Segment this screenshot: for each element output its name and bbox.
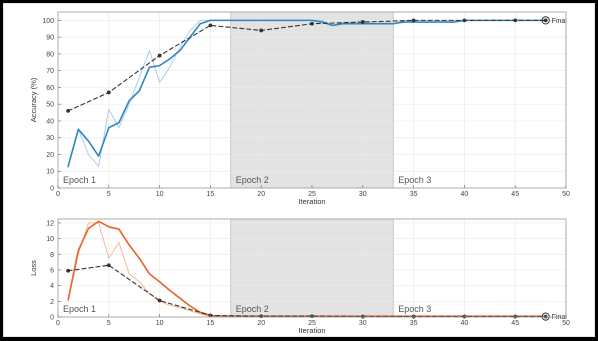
accuracy-epoch-label-3: Epoch 3: [398, 175, 431, 185]
loss-x-tick-label-7: 35: [410, 320, 418, 327]
loss-y-tick-label-0: 0: [50, 315, 54, 322]
accuracy-validation-point-6: [310, 21, 314, 26]
accuracy-plot: Final Epoch 1 Epoch 2 Epoch 3 0 5 10 15 20 25 30 35…: [29, 11, 570, 206]
accuracy-x-tick-label-6: 30: [359, 191, 367, 198]
loss-x-tick-label-3: 15: [207, 320, 215, 327]
accuracy-y-tick-label-3: 30: [46, 135, 54, 142]
loss-y-tick-label-3: 6: [50, 267, 54, 274]
accuracy-x-tick-label-1: 5: [107, 191, 111, 198]
accuracy-y-tick-label-10: 100: [42, 18, 54, 25]
accuracy-y-tick-label-9: 90: [46, 35, 54, 42]
loss-x-tick-label-5: 25: [308, 320, 316, 327]
loss-validation-point-1: [66, 268, 71, 273]
accuracy-x-axis-label: Iteration: [298, 197, 325, 206]
accuracy-y-tick-label-4: 40: [46, 118, 54, 125]
accuracy-x-tick-label-0: 0: [56, 191, 60, 198]
accuracy-final-label: Final: [552, 18, 568, 25]
loss-y-tick-label-2: 4: [50, 283, 54, 290]
loss-y-tick-label-6: 12: [46, 220, 54, 227]
loss-y-tick-label-1: 2: [50, 299, 54, 306]
loss-y-axis-label: Loss: [29, 260, 38, 276]
accuracy-y-tick-label-6: 60: [46, 85, 54, 92]
accuracy-validation-point-10: [513, 18, 518, 23]
accuracy-validation-point-2: [106, 90, 111, 95]
accuracy-validation-point-8: [411, 18, 416, 23]
loss-epoch-label-3: Epoch 3: [398, 304, 431, 314]
accuracy-validation-point-5: [259, 28, 264, 33]
accuracy-validation-point-11: [543, 18, 548, 23]
loss-epoch-label-1: Epoch 1: [63, 304, 96, 314]
accuracy-y-tick-label-5: 50: [46, 102, 54, 109]
accuracy-x-tick-label-2: 10: [156, 191, 164, 198]
loss-x-tick-label-8: 40: [461, 320, 469, 327]
accuracy-validation-point-4: [208, 23, 213, 28]
accuracy-validation-point-9: [462, 18, 467, 23]
training-progress-panel: Final Epoch 1 Epoch 2 Epoch 3 0 5 10 15 20 25 30 35…: [3, 3, 595, 337]
loss-y-tick-label-5: 10: [46, 236, 54, 243]
loss-epoch-label-2: Epoch 2: [236, 304, 269, 314]
loss-validation-point-3: [157, 298, 162, 303]
accuracy-y-tick-label-8: 80: [46, 51, 54, 58]
accuracy-epoch-label-1: Epoch 1: [63, 175, 96, 185]
accuracy-final-marker: [541, 16, 550, 25]
accuracy-validation-point-7: [360, 20, 365, 24]
accuracy-x-tick-label-9: 45: [511, 191, 519, 198]
loss-validation-point-2: [106, 263, 111, 268]
accuracy-x-tick-label-8: 40: [461, 191, 469, 198]
accuracy-y-tick-label-2: 20: [46, 152, 54, 159]
accuracy-x-tick-label-7: 35: [410, 191, 418, 198]
loss-x-axis-label: Iteration: [298, 326, 325, 335]
loss-final-label: Final: [552, 314, 568, 321]
accuracy-validation-point-3: [157, 53, 162, 58]
loss-x-tick-label-9: 45: [511, 320, 519, 327]
loss-y-tick-label-4: 8: [50, 252, 54, 259]
accuracy-validation-point-1: [66, 108, 71, 113]
accuracy-x-tick-label-10: 50: [562, 191, 570, 198]
loss-x-tick-label-4: 20: [257, 320, 265, 327]
accuracy-x-tick-label-4: 20: [257, 191, 265, 198]
accuracy-x-tick-label-3: 15: [207, 191, 215, 198]
accuracy-y-tick-label-7: 70: [46, 68, 54, 75]
loss-x-tick-label-0: 0: [56, 320, 60, 327]
accuracy-x-tick-label-5: 25: [308, 191, 316, 198]
loss-x-tick-label-6: 30: [359, 320, 367, 327]
loss-x-tick-label-1: 5: [107, 320, 111, 327]
accuracy-epoch-label-2: Epoch 2: [236, 175, 269, 185]
accuracy-y-axis-label: Accuracy (%): [29, 77, 38, 122]
accuracy-y-tick-label-1: 10: [46, 169, 54, 176]
loss-x-tick-label-2: 10: [156, 320, 164, 327]
loss-x-tick-label-10: 50: [562, 320, 570, 327]
accuracy-y-tick-label-0: 0: [50, 186, 54, 193]
